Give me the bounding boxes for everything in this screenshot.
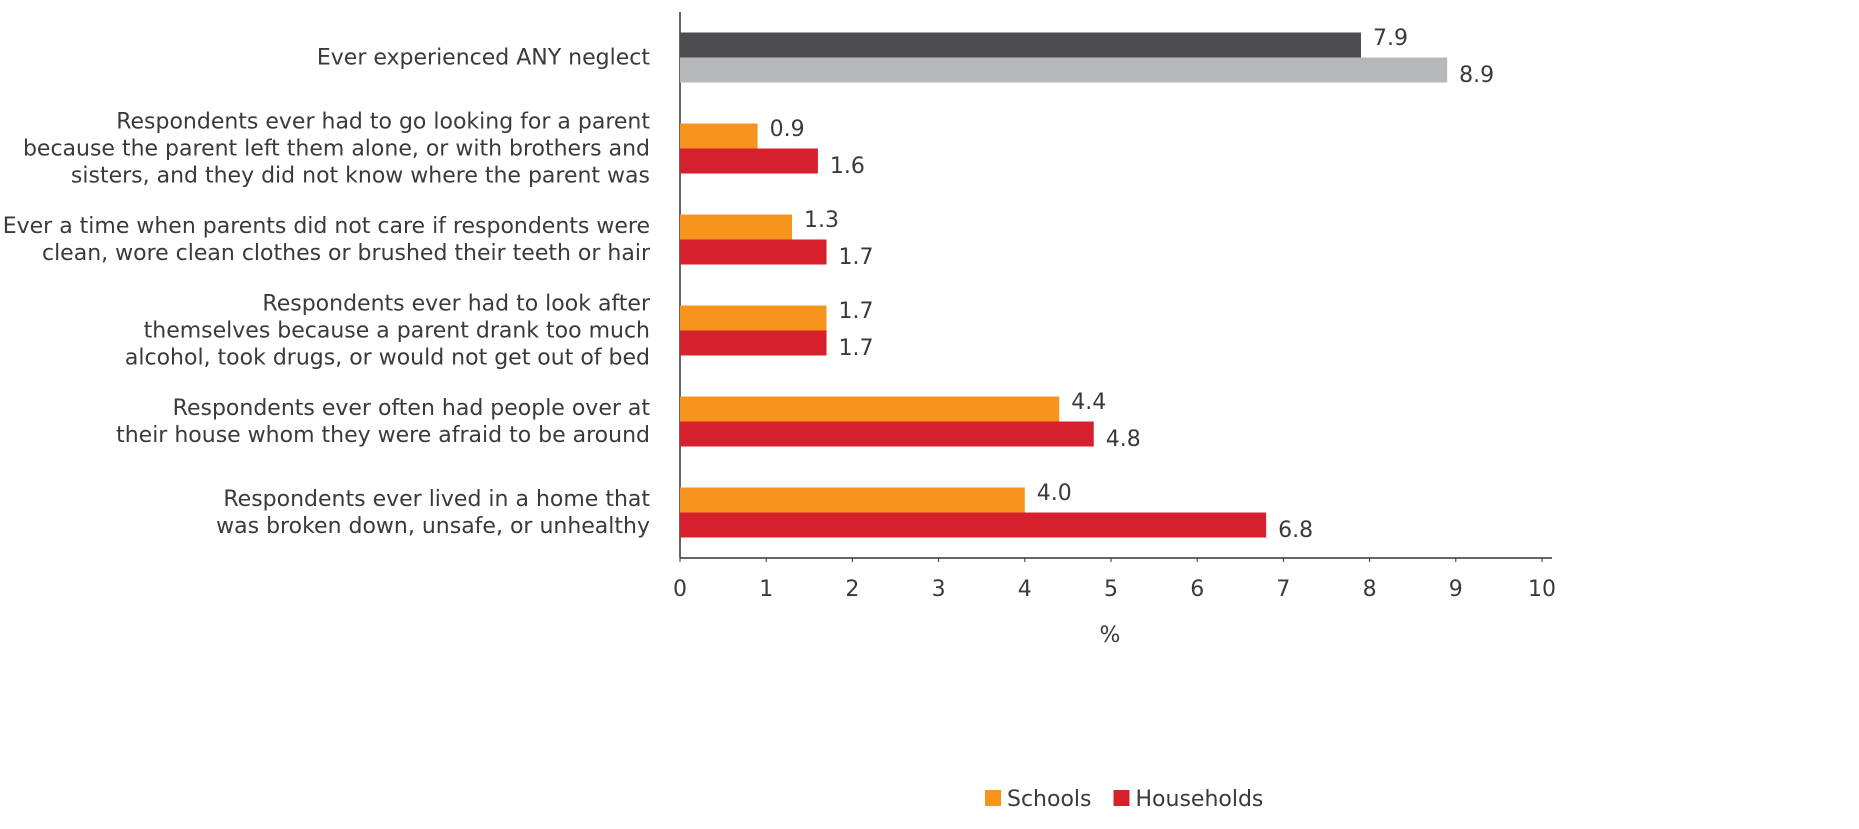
category-label: Ever a time when parents did not care if…: [2, 213, 650, 266]
value-label: 1.7: [839, 299, 874, 324]
x-axis-label: %: [1100, 623, 1121, 648]
x-tick-label: 0: [673, 577, 687, 602]
value-label: 8.9: [1459, 63, 1494, 88]
bar: [680, 148, 818, 174]
value-label: 1.3: [804, 208, 839, 233]
bar: [680, 32, 1361, 58]
x-tick-label: 1: [759, 577, 773, 602]
value-label: 4.0: [1037, 481, 1072, 506]
x-tick-label: 3: [932, 577, 946, 602]
x-tick-label: 10: [1528, 577, 1556, 602]
category-label: Respondents ever had to go looking for a…: [22, 109, 650, 188]
legend-swatch: [985, 790, 1001, 806]
bar: [680, 57, 1448, 83]
bar: [680, 512, 1267, 538]
bar: [680, 396, 1060, 422]
category-label: Respondents ever lived in a home that wa…: [216, 486, 650, 539]
bar: [680, 421, 1094, 447]
legend-label: Schools: [1007, 787, 1092, 812]
value-label: 4.4: [1071, 390, 1106, 415]
bar: [680, 239, 827, 265]
category-label: Respondents ever often had people over a…: [116, 395, 650, 448]
legend-swatch: [1113, 790, 1130, 806]
value-label: 7.9: [1373, 26, 1408, 51]
category-label: Ever experienced ANY neglect: [316, 45, 650, 70]
x-tick-label: 6: [1190, 577, 1204, 602]
category-label: Respondents ever had to look after thems…: [124, 291, 650, 370]
value-label: 4.8: [1106, 427, 1141, 452]
bar: [680, 487, 1025, 513]
x-tick-label: 7: [1276, 577, 1290, 602]
value-label: 1.7: [839, 336, 874, 361]
x-tick-label: 5: [1104, 577, 1118, 602]
value-label: 0.9: [770, 117, 805, 142]
value-label: 1.6: [830, 154, 865, 179]
value-label: 6.8: [1278, 518, 1313, 543]
bar: [680, 330, 827, 356]
bar: [680, 214, 793, 240]
x-tick-label: 9: [1449, 577, 1463, 602]
x-tick-label: 8: [1363, 577, 1377, 602]
x-tick-label: 4: [1018, 577, 1032, 602]
value-label: 1.7: [839, 245, 874, 270]
x-tick-label: 2: [845, 577, 859, 602]
bar: [680, 305, 827, 331]
legend-label: Households: [1136, 787, 1264, 812]
bar: [680, 123, 758, 149]
